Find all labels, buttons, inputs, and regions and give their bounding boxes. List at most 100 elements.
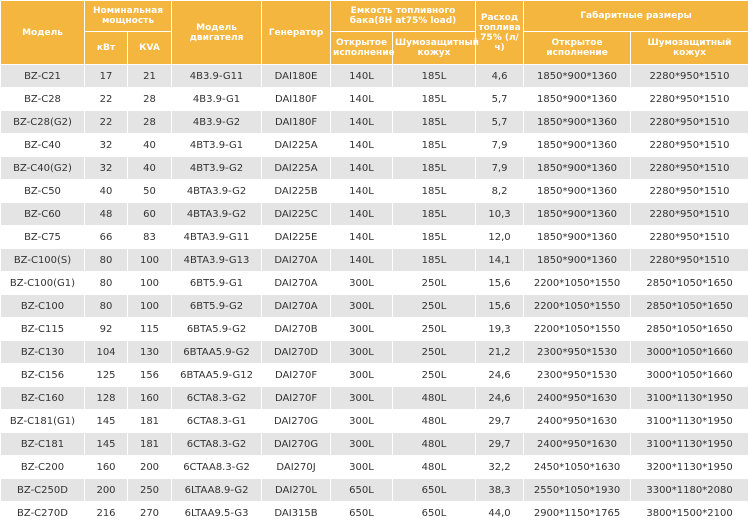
table-cell: BZ-C181 bbox=[0, 432, 85, 456]
table-cell: 48 bbox=[84, 202, 128, 226]
table-cell: 6LTAA9.5-G3 bbox=[171, 501, 263, 525]
table-cell: BZ-C21 bbox=[0, 64, 85, 88]
table-cell: 185L bbox=[392, 248, 477, 272]
table-cell: 480L bbox=[392, 386, 477, 410]
table-cell: BZ-C200 bbox=[0, 455, 85, 479]
table-cell: DAI270J bbox=[261, 455, 332, 479]
table-cell: 92 bbox=[84, 317, 128, 341]
table-cell: 4,6 bbox=[475, 64, 525, 88]
table-cell: 3000*1050*1660 bbox=[630, 363, 748, 387]
table-cell: BZ-C250D bbox=[0, 478, 85, 502]
table-cell: 104 bbox=[84, 340, 128, 364]
table-cell: 140L bbox=[330, 110, 394, 134]
table-cell: 28 bbox=[126, 110, 173, 134]
table-cell: 185L bbox=[392, 87, 477, 111]
table-row: BZ-C21 17 21 4B3.9-G11 DAI180E 140L 185L 4,6 185… bbox=[0, 64, 748, 88]
table-row: BZ-C100(G1) 80 100 6BT5.9-G1 DAI270A 300L 250L… bbox=[0, 271, 748, 295]
table-row: BZ-C156 125 156 6BTAA5.9-G12 DAI270F 300L 250L… bbox=[0, 363, 748, 387]
table-cell: 140L bbox=[330, 225, 394, 249]
table-cell: 3100*1130*1950 bbox=[630, 432, 748, 456]
table-cell: 300L bbox=[330, 432, 394, 456]
table-cell: 4BTA3.9-G2 bbox=[171, 202, 263, 226]
table-cell: 300L bbox=[330, 317, 394, 341]
header-cell: Открытое исполнение bbox=[523, 31, 632, 65]
table-cell: 4BTA3.9-G11 bbox=[171, 225, 263, 249]
table-cell: 80 bbox=[84, 294, 128, 318]
table-cell: 145 bbox=[84, 432, 128, 456]
table-cell: DAI270A bbox=[261, 248, 332, 272]
header-cell: Открытое исполнение bbox=[330, 31, 395, 65]
table-cell: 480L bbox=[392, 432, 477, 456]
table-cell: 216 bbox=[84, 501, 128, 525]
table-cell: 480L bbox=[392, 409, 477, 433]
table-cell: 100 bbox=[126, 271, 173, 295]
table-cell: 6CTA8.3-G1 bbox=[171, 409, 263, 433]
table-cell: 3100*1130*1950 bbox=[630, 386, 748, 410]
table-cell: 3100*1130*1950 bbox=[630, 409, 748, 433]
table-cell: 4BTA3.9-G13 bbox=[171, 248, 263, 272]
header-cell: Генератор bbox=[261, 0, 332, 65]
header-cell: Шумозащитный кожух bbox=[630, 31, 748, 65]
header-cell: кВт bbox=[84, 31, 128, 65]
table-row: BZ-C50 40 50 4BTA3.9-G2 DAI225B 140L 185L 8,2 18… bbox=[0, 179, 748, 203]
table-cell: 32 bbox=[84, 156, 128, 180]
table-cell: 6BT5.9-G2 bbox=[171, 294, 263, 318]
table-cell: 4B3.9-G2 bbox=[171, 110, 263, 134]
table-cell: 6BTA5.9-G2 bbox=[171, 317, 263, 341]
table-cell: 2450*1050*1630 bbox=[523, 455, 632, 479]
table-cell: DAI270F bbox=[261, 363, 332, 387]
table-cell: DAI180F bbox=[261, 110, 332, 134]
header-cell: Расход топлива 75% (л/ч) bbox=[475, 0, 525, 65]
table-cell: BZ-C270D bbox=[0, 501, 85, 525]
table-body: BZ-C21 17 21 4B3.9-G11 DAI180E 140L 185L 4,6 185… bbox=[0, 64, 748, 525]
table-cell: 22 bbox=[84, 87, 128, 111]
header-cell: Номинальная мощность bbox=[83, 0, 173, 32]
table-cell: 185L bbox=[392, 179, 477, 203]
table-cell: 250L bbox=[392, 294, 477, 318]
table-cell: 2400*950*1630 bbox=[523, 409, 632, 433]
table-cell: 4BT3.9-G1 bbox=[171, 133, 263, 157]
table-cell: 140L bbox=[330, 202, 394, 226]
table-cell: DAI270D bbox=[261, 340, 332, 364]
table-cell: 1850*900*1360 bbox=[523, 225, 632, 249]
table-cell: 60 bbox=[126, 202, 173, 226]
table-cell: 300L bbox=[330, 409, 394, 433]
table-cell: 2200*1050*1550 bbox=[523, 317, 632, 341]
table-cell: 181 bbox=[126, 409, 173, 433]
table-cell: BZ-C181(G1) bbox=[0, 409, 85, 433]
table-cell: BZ-C40(G2) bbox=[0, 156, 85, 180]
table-cell: 650L bbox=[330, 478, 394, 502]
header-cell: Модель bbox=[0, 0, 85, 65]
table-cell: 140L bbox=[330, 87, 394, 111]
table-cell: 200 bbox=[126, 455, 173, 479]
table-cell: 15,6 bbox=[475, 271, 525, 295]
table-cell: 250L bbox=[392, 363, 477, 387]
table-cell: 8,2 bbox=[475, 179, 525, 203]
table-cell: 32,2 bbox=[475, 455, 525, 479]
table-cell: 3300*1180*2080 bbox=[630, 478, 748, 502]
table-cell: 19,3 bbox=[475, 317, 525, 341]
table-cell: 21 bbox=[126, 64, 173, 88]
table-cell: DAI315B bbox=[261, 501, 332, 525]
table-cell: 2280*950*1510 bbox=[630, 248, 748, 272]
table-row: BZ-C270D 216 270 6LTAA9.5-G3 DAI315B 650L 650L… bbox=[0, 501, 748, 525]
table-cell: 128 bbox=[84, 386, 128, 410]
table-cell: 40 bbox=[126, 133, 173, 157]
table-cell: 1850*900*1360 bbox=[523, 110, 632, 134]
table-row: BZ-C40(G2) 32 40 4BT3.9-G2 DAI225A 140L 185L 7,… bbox=[0, 156, 748, 180]
table-row: BZ-C100 80 100 6BT5.9-G2 DAI270A 300L 250L 15,6… bbox=[0, 294, 748, 318]
table-cell: 140L bbox=[330, 248, 394, 272]
table-cell: 3800*1500*2100 bbox=[630, 501, 748, 525]
table-cell: 2280*950*1510 bbox=[630, 133, 748, 157]
table-cell: 200 bbox=[84, 478, 128, 502]
header-cell: КVA bbox=[126, 31, 173, 65]
table-cell: DAI180E bbox=[261, 64, 332, 88]
table-cell: 300L bbox=[330, 271, 394, 295]
table-cell: BZ-C115 bbox=[0, 317, 85, 341]
table-cell: 270 bbox=[126, 501, 173, 525]
table-cell: 2280*950*1510 bbox=[630, 64, 748, 88]
table-cell: 2850*1050*1650 bbox=[630, 317, 748, 341]
table-cell: 2400*950*1630 bbox=[523, 432, 632, 456]
table-row: BZ-C60 48 60 4BTA3.9-G2 DAI225C 140L 185L 10,3 1… bbox=[0, 202, 748, 226]
table-cell: DAI225B bbox=[261, 179, 332, 203]
